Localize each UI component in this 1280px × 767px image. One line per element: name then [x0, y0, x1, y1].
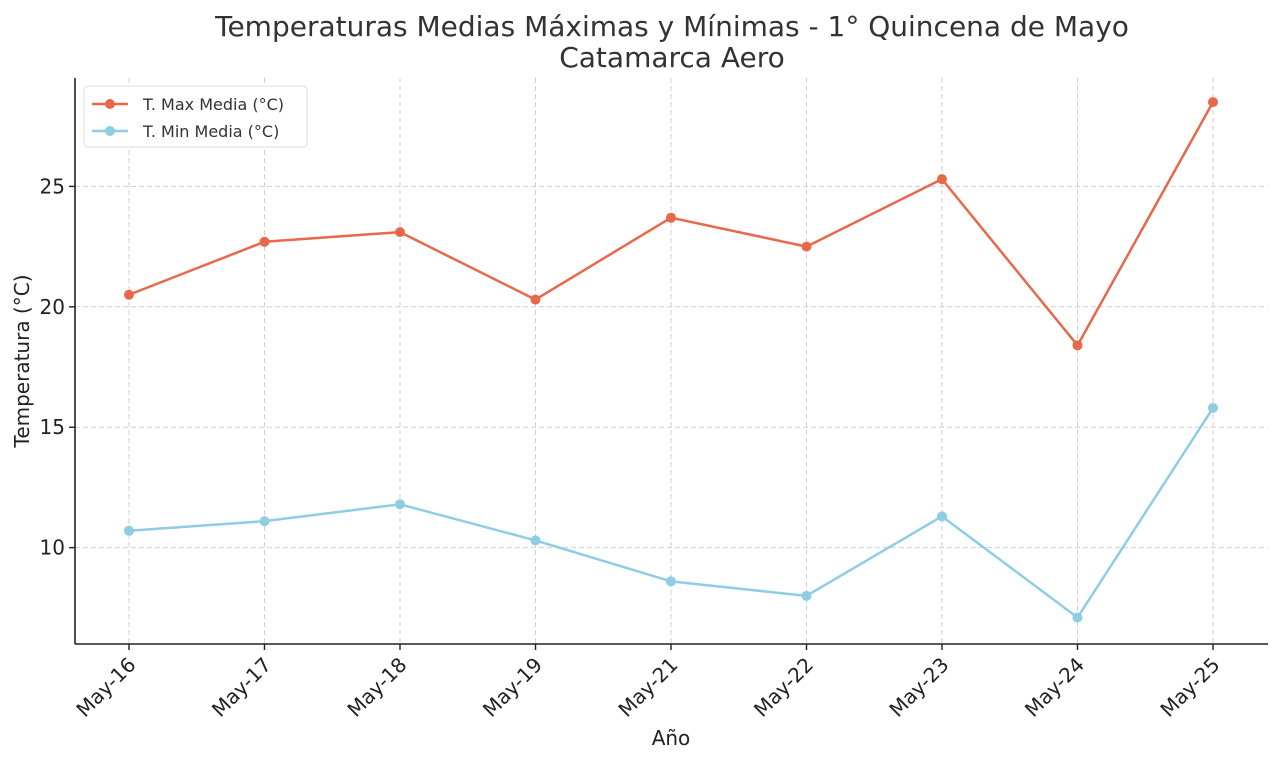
data-point: [395, 499, 405, 510]
data-point: [937, 511, 947, 522]
data-point: [801, 590, 812, 601]
data-point: [1072, 340, 1083, 351]
x-tick-label: May-16: [71, 653, 140, 722]
data-point: [666, 212, 676, 223]
data-point: [937, 174, 947, 185]
data-point: [395, 227, 405, 238]
y-axis-label: Temperatura (°C): [10, 274, 34, 448]
data-point: [259, 516, 270, 527]
x-ticks: May-16 May-17 May-18 May-19 May-21 May-22 May-…: [71, 644, 1225, 722]
chart-title: Temperaturas Medias Máximas y Mínimas - …: [214, 10, 1129, 43]
legend-label-min: T. Min Media (°C): [142, 122, 279, 141]
grid: [75, 78, 1268, 644]
y-tick-label: 20: [40, 295, 65, 319]
x-tick-label: May-24: [1020, 653, 1089, 722]
chart-subtitle: Catamarca Aero: [559, 41, 785, 74]
data-point: [1208, 97, 1218, 108]
data-point: [530, 535, 541, 546]
data-point: [530, 294, 541, 305]
y-ticks: 10 15 20 25: [40, 174, 75, 560]
y-tick-label: 15: [40, 415, 65, 439]
x-tick-label: May-21: [613, 653, 682, 722]
data-point: [124, 289, 134, 300]
legend-marker-min: [105, 126, 115, 136]
x-tick-label: May-19: [478, 653, 547, 722]
data-point: [1208, 402, 1218, 413]
x-axis-label: Año: [652, 726, 691, 750]
legend-marker-max: [105, 99, 115, 109]
x-tick-label: May-18: [342, 653, 411, 722]
data-point: [801, 241, 812, 252]
x-tick-label: May-23: [884, 653, 953, 722]
series-min: [124, 402, 1218, 623]
series-max: [124, 97, 1218, 351]
x-tick-label: May-25: [1155, 653, 1224, 722]
legend-entry-min: T. Min Media (°C): [92, 122, 279, 141]
x-tick-label: May-17: [207, 653, 276, 722]
y-tick-label: 25: [40, 174, 65, 198]
legend-entry-max: T. Max Media (°C): [92, 95, 284, 114]
data-point: [666, 576, 676, 587]
legend-box: [83, 85, 308, 148]
series: [124, 97, 1218, 623]
legend-label-max: T. Max Media (°C): [142, 95, 284, 114]
y-tick-label: 10: [40, 536, 65, 560]
legend: T. Max Media (°C) T. Min Media (°C): [83, 85, 308, 148]
x-tick-label: May-22: [749, 653, 818, 722]
data-point: [259, 236, 270, 247]
data-point: [1072, 612, 1083, 623]
data-point: [124, 525, 134, 536]
